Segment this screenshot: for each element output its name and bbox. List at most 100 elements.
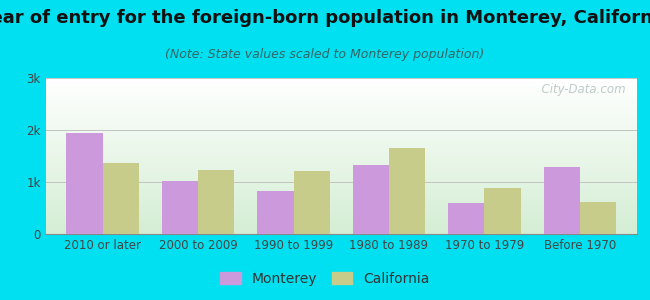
Bar — [46, 154, 637, 156]
Bar — [448, 203, 484, 234]
Bar — [46, 81, 637, 83]
Bar — [46, 172, 637, 173]
Bar — [46, 229, 637, 231]
Bar — [46, 206, 637, 208]
Bar — [46, 136, 637, 137]
Bar — [46, 128, 637, 130]
Bar — [46, 156, 637, 158]
Bar — [46, 176, 637, 178]
Bar — [46, 153, 637, 154]
Bar — [46, 211, 637, 212]
Text: City-Data.com: City-Data.com — [534, 83, 625, 96]
Bar — [46, 86, 637, 87]
Bar — [46, 196, 637, 198]
Bar — [46, 137, 637, 139]
Bar — [46, 178, 637, 179]
Bar — [46, 158, 637, 159]
Bar — [46, 80, 637, 81]
Bar — [46, 208, 637, 209]
Bar — [46, 182, 637, 184]
Bar — [46, 92, 637, 94]
Bar — [46, 195, 637, 196]
Bar — [46, 184, 637, 186]
Bar — [46, 134, 637, 136]
Bar — [46, 225, 637, 226]
Bar — [198, 170, 235, 234]
Bar — [46, 173, 637, 175]
Bar — [46, 232, 637, 234]
Bar — [46, 167, 637, 169]
Bar — [46, 231, 637, 232]
Bar — [46, 200, 637, 201]
Bar — [46, 122, 637, 123]
Bar — [46, 212, 637, 214]
Bar — [46, 179, 637, 181]
Text: (Note: State values scaled to Monterey population): (Note: State values scaled to Monterey p… — [165, 48, 485, 61]
Bar — [389, 148, 425, 234]
Bar — [46, 217, 637, 218]
Text: Year of entry for the foreign-born population in Monterey, California: Year of entry for the foreign-born popul… — [0, 9, 650, 27]
Bar — [46, 218, 637, 220]
Bar — [46, 190, 637, 192]
Bar — [46, 114, 637, 116]
Bar — [46, 84, 637, 86]
Bar — [46, 214, 637, 215]
Bar — [46, 169, 637, 170]
Bar — [46, 108, 637, 109]
Bar — [46, 145, 637, 147]
Bar — [46, 215, 637, 217]
Bar — [46, 228, 637, 229]
Bar — [580, 202, 616, 234]
Bar — [46, 104, 637, 106]
Bar — [46, 189, 637, 190]
Bar — [46, 133, 637, 134]
Bar — [46, 148, 637, 150]
Bar — [46, 120, 637, 122]
Bar — [46, 139, 637, 140]
Bar — [46, 201, 637, 203]
Bar — [46, 203, 637, 204]
Bar — [66, 133, 103, 234]
Bar — [46, 143, 637, 145]
Bar — [46, 223, 637, 225]
Bar — [46, 192, 637, 194]
Bar — [46, 98, 637, 100]
Bar — [46, 130, 637, 131]
Bar — [46, 151, 637, 153]
Bar — [46, 220, 637, 221]
Legend: Monterey, California: Monterey, California — [216, 268, 434, 290]
Bar — [46, 131, 637, 133]
Bar — [46, 106, 637, 108]
Bar — [46, 95, 637, 97]
Bar — [162, 181, 198, 234]
Bar — [46, 147, 637, 148]
Bar — [46, 162, 637, 164]
Bar — [46, 97, 637, 98]
Bar — [46, 89, 637, 91]
Bar — [257, 191, 294, 234]
Bar — [46, 103, 637, 104]
Bar — [46, 111, 637, 112]
Bar — [46, 87, 637, 89]
Bar — [46, 140, 637, 142]
Bar — [46, 209, 637, 211]
Bar — [46, 150, 637, 151]
Bar — [46, 170, 637, 172]
Bar — [46, 125, 637, 126]
Bar — [103, 163, 139, 234]
Bar — [46, 142, 637, 143]
Bar — [46, 78, 637, 80]
Bar — [46, 91, 637, 92]
Bar — [46, 194, 637, 195]
Bar — [46, 100, 637, 101]
Bar — [46, 117, 637, 118]
Bar — [46, 186, 637, 187]
Bar — [353, 165, 389, 234]
Bar — [46, 226, 637, 228]
Bar — [46, 83, 637, 84]
Bar — [46, 112, 637, 114]
Bar — [46, 161, 637, 162]
Bar — [46, 181, 637, 182]
Bar — [484, 188, 521, 234]
Bar — [46, 101, 637, 103]
